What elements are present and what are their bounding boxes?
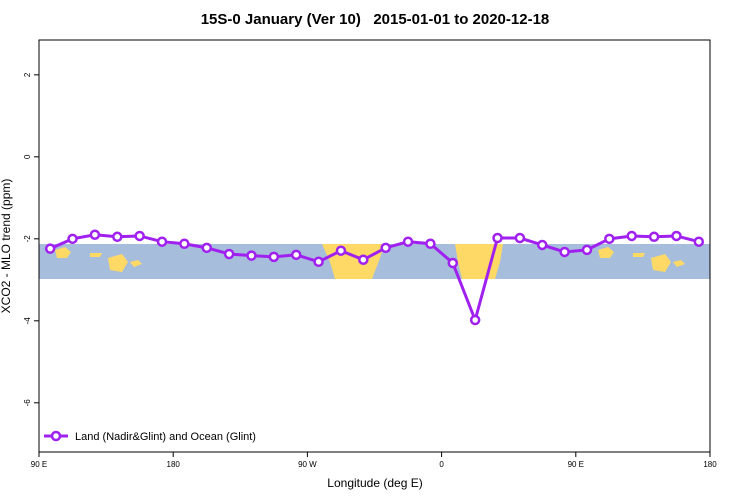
x-tick-label: 90 E xyxy=(568,460,584,469)
y-tick-label: -6 xyxy=(23,399,32,407)
data-point xyxy=(492,232,503,244)
data-point xyxy=(648,231,660,243)
data-point xyxy=(671,230,682,242)
y-tick-label: -2 xyxy=(23,235,32,243)
legend-marker xyxy=(50,430,62,442)
y-tick-label: 0 xyxy=(23,154,32,159)
y-tick-label: -4 xyxy=(23,317,32,325)
data-point xyxy=(380,242,391,254)
data-point xyxy=(469,314,481,326)
data-point xyxy=(559,246,570,258)
data-point xyxy=(44,243,56,254)
data-point xyxy=(425,238,436,249)
plot-frame xyxy=(38,39,711,453)
data-point xyxy=(223,248,235,260)
data-point xyxy=(112,231,123,243)
x-tick-label: 90 E xyxy=(31,460,47,469)
data-point xyxy=(581,244,593,256)
data-point xyxy=(179,238,190,249)
x-tick-label: 90 W xyxy=(298,460,317,469)
data-point xyxy=(268,251,280,263)
x-tick-label: 0 xyxy=(439,460,444,469)
data-point xyxy=(604,233,615,245)
x-axis-label: Longitude (deg E) xyxy=(327,476,422,490)
y-tick-label: 2 xyxy=(23,72,32,77)
x-tick-label: 180 xyxy=(167,460,181,469)
data-point xyxy=(358,254,369,265)
data-point xyxy=(67,233,78,245)
legend: Land (Nadir&Glint) and Ocean (Glint) xyxy=(44,430,256,443)
data-point xyxy=(693,236,705,247)
data-point xyxy=(537,239,548,251)
data-point xyxy=(134,230,145,242)
data-point xyxy=(335,245,347,256)
data-point xyxy=(246,250,257,261)
y-axis-label: XCO2 - MLO trend (ppm) xyxy=(0,179,13,314)
data-point xyxy=(447,257,459,269)
data-point xyxy=(201,242,212,254)
data-point xyxy=(626,230,637,242)
chart-title: 15S-0 January (Ver 10) 2015-01-01 to 202… xyxy=(201,11,550,28)
data-point xyxy=(156,236,168,247)
legend-label: Land (Nadir&Glint) and Ocean (Glint) xyxy=(75,431,256,443)
data-point xyxy=(313,256,324,268)
data-point xyxy=(402,236,414,247)
map-band xyxy=(39,244,710,279)
data-point xyxy=(89,229,101,240)
data-point xyxy=(514,232,526,244)
data-point xyxy=(290,249,302,261)
x-tick-label: 180 xyxy=(703,460,717,469)
